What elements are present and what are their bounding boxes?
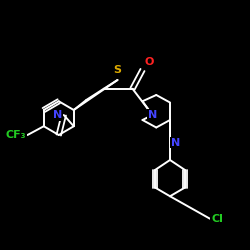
Text: N: N — [148, 110, 157, 120]
Text: N: N — [171, 138, 180, 147]
Text: S: S — [114, 66, 122, 76]
Text: N: N — [53, 110, 62, 120]
Text: O: O — [144, 57, 154, 67]
Text: CF₃: CF₃ — [6, 130, 26, 140]
Text: Cl: Cl — [211, 214, 223, 224]
